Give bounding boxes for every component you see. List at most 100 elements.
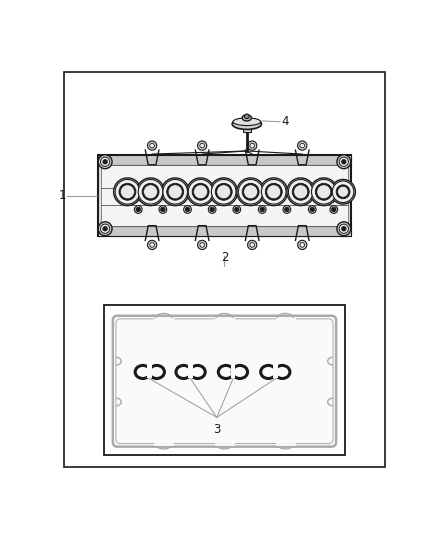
Circle shape: [187, 178, 215, 206]
Circle shape: [198, 141, 207, 150]
Circle shape: [192, 183, 209, 200]
Circle shape: [294, 185, 307, 199]
FancyBboxPatch shape: [103, 305, 346, 455]
Circle shape: [210, 178, 237, 206]
Circle shape: [342, 227, 346, 231]
FancyBboxPatch shape: [98, 155, 351, 236]
Circle shape: [260, 178, 288, 206]
FancyBboxPatch shape: [148, 365, 152, 378]
Circle shape: [150, 243, 155, 247]
Circle shape: [332, 207, 336, 212]
FancyBboxPatch shape: [64, 71, 385, 467]
Circle shape: [100, 157, 110, 166]
Circle shape: [159, 206, 167, 213]
Ellipse shape: [275, 366, 290, 378]
Circle shape: [103, 227, 107, 231]
Circle shape: [150, 143, 155, 148]
Circle shape: [184, 206, 191, 213]
Circle shape: [119, 183, 136, 200]
Circle shape: [310, 178, 338, 206]
FancyBboxPatch shape: [101, 165, 348, 225]
Circle shape: [337, 155, 351, 168]
Circle shape: [98, 222, 112, 236]
Circle shape: [120, 185, 134, 199]
Circle shape: [188, 180, 213, 204]
Circle shape: [300, 143, 304, 148]
Circle shape: [287, 178, 314, 206]
Circle shape: [103, 159, 107, 164]
Circle shape: [113, 178, 141, 206]
Circle shape: [161, 178, 189, 206]
Ellipse shape: [232, 366, 247, 378]
Circle shape: [342, 159, 346, 164]
FancyBboxPatch shape: [98, 155, 351, 165]
FancyBboxPatch shape: [273, 365, 278, 378]
Circle shape: [163, 180, 187, 204]
Text: 4: 4: [282, 115, 289, 128]
Circle shape: [267, 185, 281, 199]
Circle shape: [308, 206, 316, 213]
Circle shape: [338, 187, 349, 197]
Circle shape: [200, 243, 205, 247]
Circle shape: [250, 243, 254, 247]
Circle shape: [242, 183, 259, 200]
Text: 3: 3: [213, 423, 220, 436]
Text: 2: 2: [221, 251, 228, 264]
Circle shape: [339, 224, 349, 233]
Ellipse shape: [233, 118, 261, 126]
Circle shape: [137, 178, 164, 206]
Circle shape: [298, 141, 307, 150]
Circle shape: [212, 180, 236, 204]
Circle shape: [288, 180, 313, 204]
Circle shape: [237, 178, 265, 206]
Ellipse shape: [218, 366, 234, 378]
Circle shape: [168, 185, 182, 199]
Circle shape: [315, 183, 332, 200]
Circle shape: [339, 157, 349, 166]
FancyBboxPatch shape: [98, 225, 351, 236]
Circle shape: [161, 207, 165, 212]
Circle shape: [210, 207, 215, 212]
FancyBboxPatch shape: [188, 365, 193, 378]
Text: 1: 1: [58, 189, 66, 202]
Circle shape: [134, 206, 142, 213]
Circle shape: [238, 180, 263, 204]
Circle shape: [330, 206, 338, 213]
Circle shape: [261, 180, 286, 204]
Circle shape: [258, 206, 266, 213]
Circle shape: [148, 240, 157, 249]
Circle shape: [247, 240, 257, 249]
Circle shape: [310, 207, 314, 212]
Circle shape: [265, 183, 282, 200]
Circle shape: [244, 185, 258, 199]
Ellipse shape: [135, 366, 151, 378]
Circle shape: [233, 206, 240, 213]
Circle shape: [138, 180, 163, 204]
Ellipse shape: [149, 366, 164, 378]
Ellipse shape: [190, 366, 205, 378]
Circle shape: [331, 180, 355, 204]
Circle shape: [311, 180, 336, 204]
Circle shape: [298, 240, 307, 249]
FancyBboxPatch shape: [231, 365, 235, 378]
Circle shape: [260, 207, 265, 212]
Ellipse shape: [261, 366, 276, 378]
Circle shape: [215, 183, 232, 200]
Circle shape: [148, 141, 157, 150]
Circle shape: [337, 222, 351, 236]
Circle shape: [167, 183, 184, 200]
Circle shape: [217, 185, 231, 199]
Circle shape: [317, 185, 331, 199]
Circle shape: [283, 206, 291, 213]
Ellipse shape: [176, 366, 191, 378]
Circle shape: [98, 155, 112, 168]
Circle shape: [208, 206, 216, 213]
Circle shape: [136, 207, 141, 212]
Circle shape: [115, 180, 140, 204]
Circle shape: [247, 141, 257, 150]
Circle shape: [234, 207, 239, 212]
Circle shape: [244, 114, 249, 119]
FancyBboxPatch shape: [113, 316, 336, 447]
Circle shape: [185, 207, 190, 212]
Circle shape: [336, 185, 350, 199]
